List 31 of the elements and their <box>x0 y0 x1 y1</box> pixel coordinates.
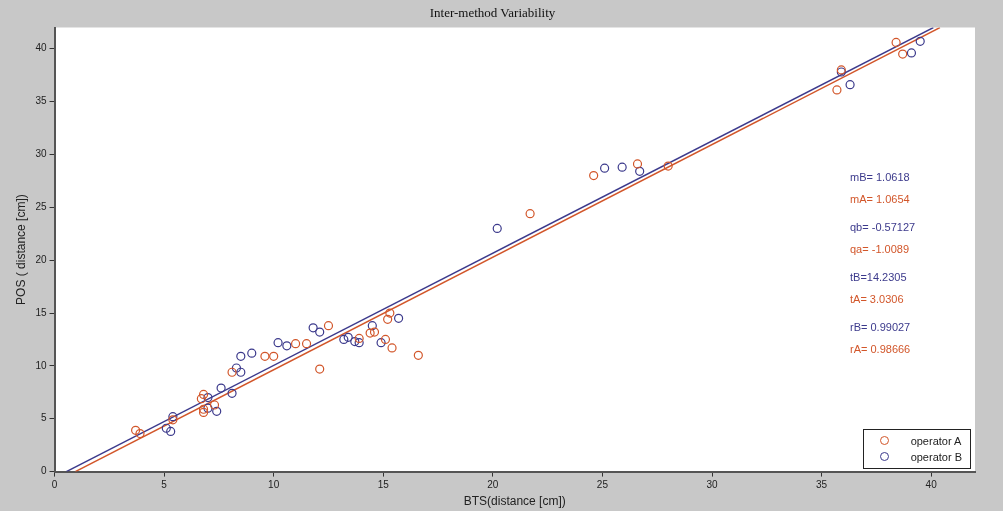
annotation: mB= 1.0618 <box>850 170 910 183</box>
y-tick-label: 30 <box>35 148 47 160</box>
annotation: mA= 1.0654 <box>850 193 910 206</box>
x-tick-label: 5 <box>161 479 168 491</box>
y-tick-label: 10 <box>35 359 47 371</box>
y-tick-label: 25 <box>35 201 47 213</box>
x-tick-label: 20 <box>487 479 499 491</box>
annotation: qa= -1.0089 <box>850 243 910 256</box>
x-tick-label: 0 <box>51 479 58 491</box>
x-tick-label: 35 <box>816 479 828 491</box>
annotation: tA= 3.0306 <box>850 293 904 306</box>
x-tick-label: 30 <box>706 479 719 491</box>
x-tick-label: 40 <box>925 479 938 491</box>
x-tick-label: 15 <box>377 479 390 491</box>
y-tick-label: 35 <box>35 95 47 107</box>
annotation: tB=14.2305 <box>850 270 907 283</box>
annotation: rB= 0.99027 <box>850 320 911 333</box>
legend-label: operator A <box>910 434 962 447</box>
x-axis-title: BTS(distance [cm]) <box>463 494 566 509</box>
y-tick-label: 15 <box>35 306 47 318</box>
y-tick-label: 0 <box>40 465 47 477</box>
x-tick-label: 25 <box>596 479 609 491</box>
annotation: rA= 0.98666 <box>850 343 911 356</box>
chart-title: Inter-method Variability <box>429 5 556 21</box>
x-tick-label: 10 <box>268 479 280 491</box>
y-tick-label: 5 <box>40 412 47 424</box>
y-tick-label: 40 <box>35 42 47 54</box>
legend-label: operator B <box>910 450 962 463</box>
y-tick-label: 20 <box>35 253 47 265</box>
annotation: qb= -0.57127 <box>850 220 916 233</box>
y-axis-title: POS ( distance [cm]) <box>13 194 28 305</box>
